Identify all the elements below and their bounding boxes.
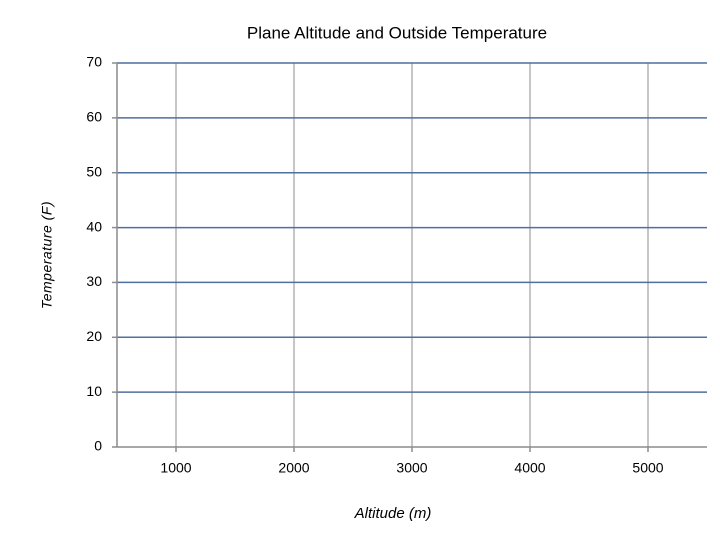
chart-title: Plane Altitude and Outside Temperature xyxy=(247,23,547,42)
y-tick-label: 30 xyxy=(86,273,102,289)
y-tick-label: 20 xyxy=(86,328,102,344)
x-tick-label: 1000 xyxy=(160,460,191,476)
y-tick-label: 0 xyxy=(94,438,102,454)
y-tick-label: 40 xyxy=(86,218,102,234)
y-tick-label: 60 xyxy=(86,109,102,125)
x-tick-label: 3000 xyxy=(396,460,427,476)
x-tick-label: 2000 xyxy=(278,460,309,476)
y-axis-label: Temperature (F) xyxy=(39,201,55,309)
y-tick-label: 70 xyxy=(86,54,102,70)
x-axis-label: Altitude (m) xyxy=(354,505,432,522)
x-tick-label: 5000 xyxy=(632,460,663,476)
y-tick-label: 10 xyxy=(86,383,102,399)
y-tick-label: 50 xyxy=(86,163,102,179)
x-tick-label: 4000 xyxy=(514,460,545,476)
